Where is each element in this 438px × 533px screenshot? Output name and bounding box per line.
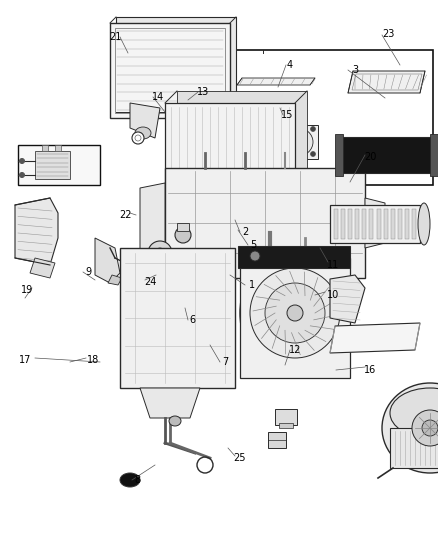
Bar bbox=[377, 209, 381, 239]
Text: 22: 22 bbox=[119, 210, 131, 220]
Bar bbox=[240, 258, 350, 378]
Text: 10: 10 bbox=[327, 290, 339, 300]
Text: 20: 20 bbox=[364, 152, 376, 162]
Text: 2: 2 bbox=[242, 227, 248, 237]
Bar bbox=[334, 209, 338, 239]
Bar bbox=[278, 125, 318, 159]
Polygon shape bbox=[130, 103, 160, 138]
Bar bbox=[177, 223, 189, 231]
Ellipse shape bbox=[132, 132, 144, 144]
Ellipse shape bbox=[382, 383, 438, 473]
Bar bbox=[279, 423, 293, 428]
Text: 5: 5 bbox=[250, 240, 256, 250]
Polygon shape bbox=[330, 275, 365, 323]
Ellipse shape bbox=[390, 388, 438, 438]
Bar bbox=[165, 168, 365, 278]
Bar bbox=[35, 151, 70, 179]
Text: 18: 18 bbox=[87, 355, 99, 365]
Ellipse shape bbox=[250, 268, 340, 358]
Text: 15: 15 bbox=[281, 110, 293, 120]
Text: 17: 17 bbox=[19, 355, 31, 365]
Ellipse shape bbox=[148, 241, 172, 265]
Ellipse shape bbox=[280, 126, 286, 132]
Ellipse shape bbox=[250, 251, 260, 261]
Text: 3: 3 bbox=[352, 65, 358, 75]
Ellipse shape bbox=[280, 151, 286, 157]
Text: 6: 6 bbox=[189, 315, 195, 325]
Ellipse shape bbox=[155, 248, 165, 258]
Text: 9: 9 bbox=[85, 267, 91, 277]
Bar bbox=[335, 134, 343, 176]
Ellipse shape bbox=[311, 126, 315, 132]
Text: 23: 23 bbox=[382, 29, 394, 39]
Bar bbox=[42, 145, 48, 151]
Bar bbox=[110, 23, 230, 118]
Bar bbox=[268, 432, 286, 448]
Bar bbox=[362, 209, 366, 239]
Polygon shape bbox=[95, 238, 120, 283]
Ellipse shape bbox=[265, 283, 325, 343]
Ellipse shape bbox=[120, 473, 140, 487]
Polygon shape bbox=[365, 198, 385, 248]
Text: 1: 1 bbox=[249, 280, 255, 290]
Bar bbox=[228, 50, 433, 185]
Ellipse shape bbox=[135, 127, 151, 139]
Text: 16: 16 bbox=[364, 365, 376, 375]
Bar bbox=[390, 428, 438, 468]
Text: 7: 7 bbox=[222, 357, 228, 367]
Ellipse shape bbox=[412, 410, 438, 446]
Bar bbox=[412, 209, 416, 239]
Text: 25: 25 bbox=[234, 453, 246, 463]
Bar bbox=[116, 17, 236, 112]
Bar bbox=[115, 28, 225, 113]
Bar bbox=[355, 209, 359, 239]
Text: 11: 11 bbox=[327, 260, 339, 270]
Ellipse shape bbox=[422, 420, 438, 436]
Bar bbox=[275, 409, 297, 425]
Text: 12: 12 bbox=[289, 345, 301, 355]
Bar bbox=[398, 209, 402, 239]
Bar bbox=[340, 137, 432, 173]
Bar bbox=[405, 209, 409, 239]
Bar bbox=[18, 145, 100, 185]
Ellipse shape bbox=[240, 248, 350, 378]
Polygon shape bbox=[30, 258, 55, 278]
Text: 14: 14 bbox=[152, 92, 164, 102]
Ellipse shape bbox=[169, 416, 181, 426]
Bar bbox=[238, 246, 350, 268]
Bar bbox=[348, 209, 352, 239]
Ellipse shape bbox=[287, 305, 303, 321]
Bar bbox=[430, 134, 438, 176]
Polygon shape bbox=[140, 388, 200, 418]
Polygon shape bbox=[108, 275, 122, 285]
Bar bbox=[370, 209, 374, 239]
Text: 21: 21 bbox=[109, 32, 121, 42]
Bar bbox=[120, 248, 235, 388]
Text: 24: 24 bbox=[144, 277, 156, 287]
Bar bbox=[341, 209, 345, 239]
Polygon shape bbox=[235, 128, 270, 158]
Polygon shape bbox=[330, 323, 420, 353]
Polygon shape bbox=[348, 71, 425, 93]
Text: 4: 4 bbox=[287, 60, 293, 70]
Bar bbox=[330, 205, 420, 243]
Text: 19: 19 bbox=[21, 285, 33, 295]
Polygon shape bbox=[237, 78, 315, 85]
Bar bbox=[55, 145, 61, 151]
Text: 13: 13 bbox=[197, 87, 209, 97]
Ellipse shape bbox=[283, 128, 313, 156]
Polygon shape bbox=[15, 198, 58, 265]
Text: 8: 8 bbox=[134, 475, 140, 485]
Bar bbox=[165, 103, 295, 188]
Polygon shape bbox=[177, 91, 307, 176]
Ellipse shape bbox=[311, 151, 315, 157]
Ellipse shape bbox=[20, 158, 25, 164]
Ellipse shape bbox=[418, 203, 430, 245]
Bar bbox=[384, 209, 388, 239]
Ellipse shape bbox=[20, 173, 25, 177]
Bar bbox=[391, 209, 395, 239]
Polygon shape bbox=[140, 183, 165, 263]
Ellipse shape bbox=[175, 227, 191, 243]
